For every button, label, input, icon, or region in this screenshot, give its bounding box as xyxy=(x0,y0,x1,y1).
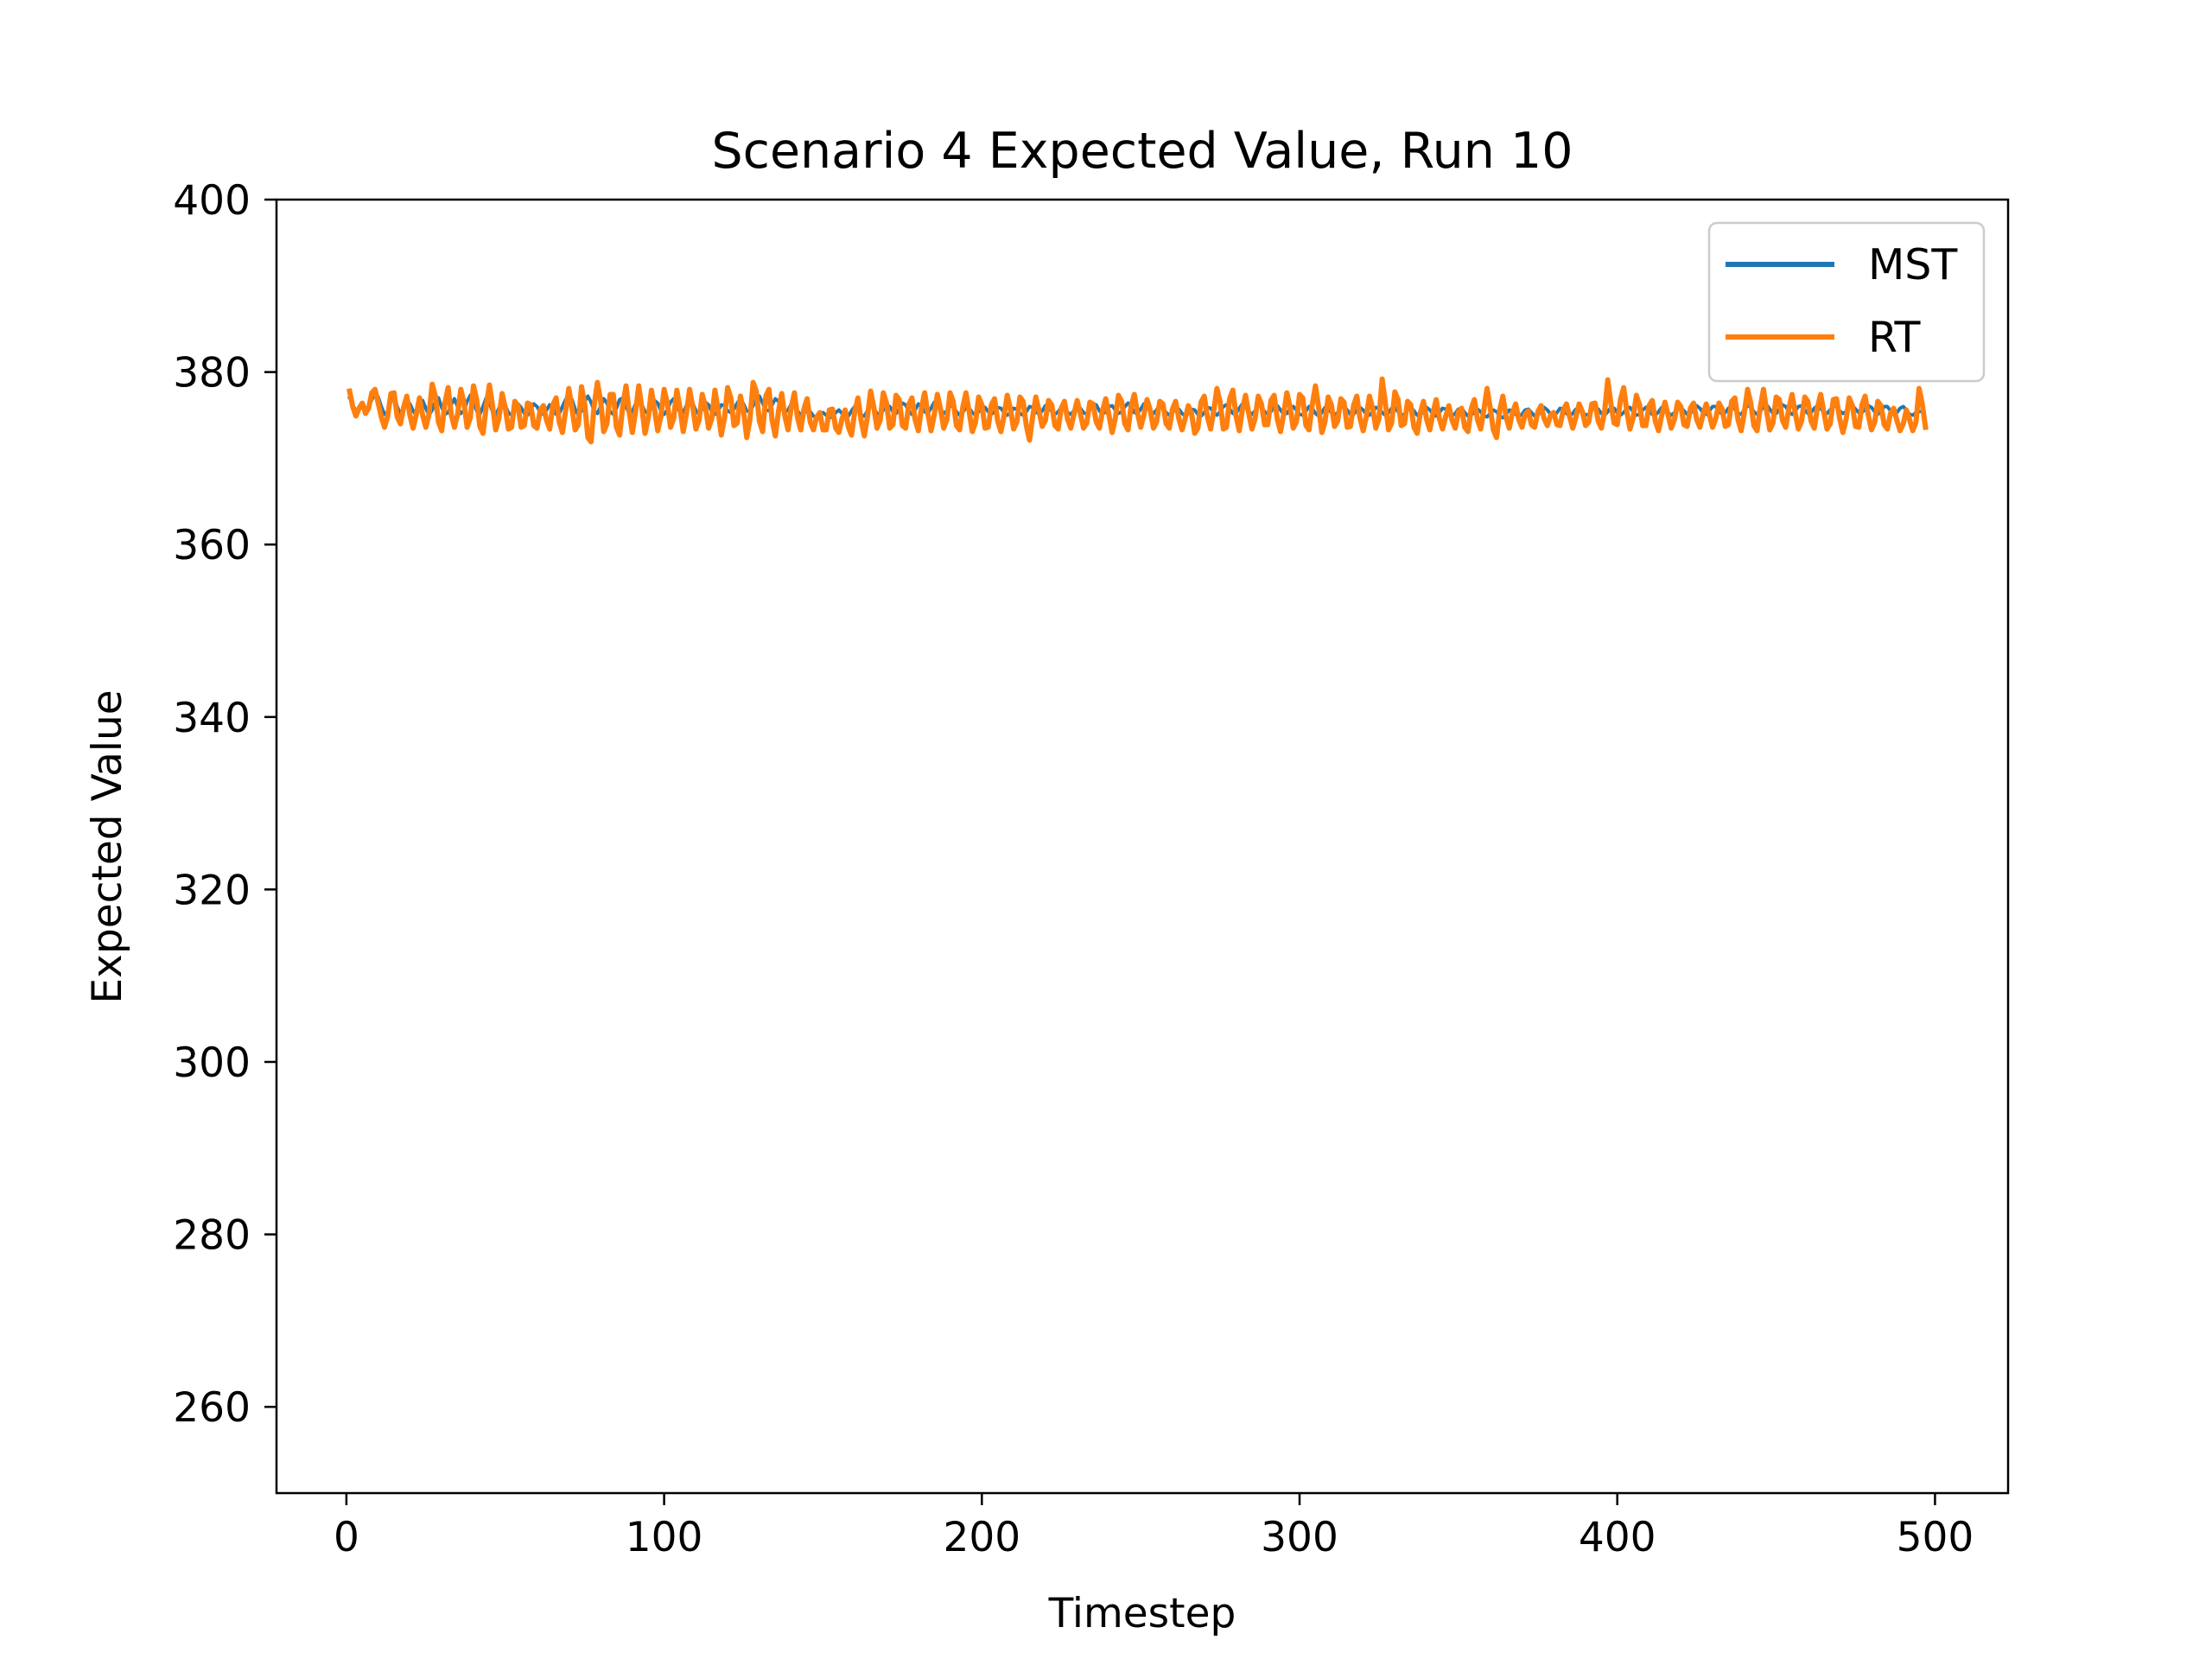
y-tick-label: 300 xyxy=(173,1039,251,1087)
y-axis: 260 280 300 320 340 360 380 400 xyxy=(173,177,276,1432)
chart-title: Scenario 4 Expected Value, Run 10 xyxy=(711,123,1573,180)
x-tick-label: 0 xyxy=(334,1514,359,1561)
y-tick-label: 400 xyxy=(173,177,251,225)
x-tick-label: 300 xyxy=(1261,1514,1338,1561)
x-tick-label: 100 xyxy=(626,1514,703,1561)
y-tick-label: 360 xyxy=(173,522,251,569)
x-axis: 0 100 200 300 400 500 xyxy=(334,1493,1974,1561)
axes-frame xyxy=(275,198,2010,1495)
y-tick-label: 280 xyxy=(173,1212,251,1260)
series-line-mst xyxy=(346,391,1922,420)
series-line-rt xyxy=(346,376,1929,445)
plot-area xyxy=(275,198,2010,1495)
legend: MST RT xyxy=(1707,221,1986,383)
x-tick-label: 500 xyxy=(1897,1514,1974,1561)
series-layer xyxy=(346,376,1929,445)
x-axis-label: Timestep xyxy=(1048,1590,1236,1637)
y-tick-label: 380 xyxy=(173,350,251,397)
x-tick-label: 200 xyxy=(943,1514,1020,1561)
y-tick-label: 340 xyxy=(173,695,251,742)
y-axis-label: Expected Value xyxy=(84,690,131,1003)
legend-label-mst: MST xyxy=(1868,240,1958,289)
y-tick-label: 260 xyxy=(173,1384,251,1432)
y-tick-label: 320 xyxy=(173,867,251,914)
legend-label-rt: RT xyxy=(1868,313,1921,362)
x-tick-label: 400 xyxy=(1579,1514,1656,1561)
